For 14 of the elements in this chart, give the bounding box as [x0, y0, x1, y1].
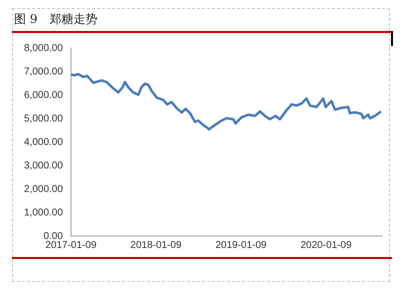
- y-tick-label: 3,000.00: [24, 160, 64, 172]
- x-tick-label: 2018-01-09: [130, 240, 182, 251]
- y-tick-label: 5,000.00: [24, 113, 64, 124]
- y-tick-label: 0.00: [43, 230, 64, 242]
- y-tick-label: 6,000.00: [24, 90, 64, 101]
- chart-title: 图 9 郑糖走势: [14, 11, 98, 28]
- x-tick-label: 2019-01-09: [215, 240, 268, 251]
- y-tick-label: 2,000.00: [24, 184, 64, 195]
- x-tick-label: 2017-01-09: [45, 240, 97, 251]
- y-tick-label: 4,000.00: [24, 136, 64, 148]
- y-tick-label: 8,000.00: [24, 42, 64, 54]
- y-tick-label: 7,000.00: [24, 66, 64, 78]
- y-tick-label: 1,000.00: [24, 207, 64, 218]
- x-tick-label: 2020-01-09: [300, 240, 352, 251]
